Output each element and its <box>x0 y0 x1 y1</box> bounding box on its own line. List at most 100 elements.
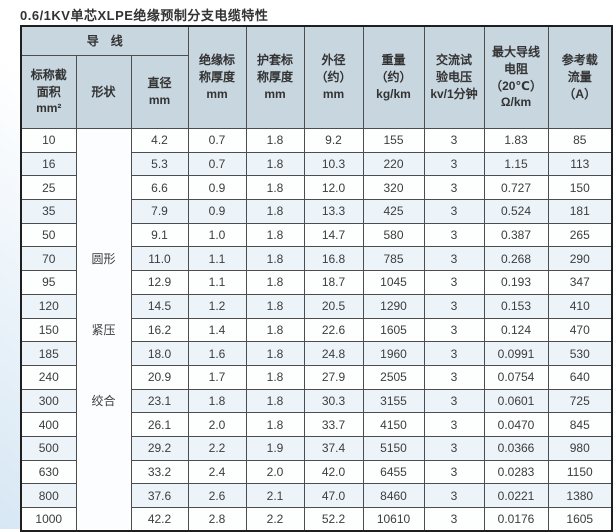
cell-max-resistance: 0.0221 <box>483 483 549 508</box>
cell-insulation-thickness: 1.6 <box>187 341 247 366</box>
cell-test-voltage: 3 <box>423 175 485 201</box>
cell-insulation-thickness: 2.8 <box>187 507 247 532</box>
cell-test-voltage: 3 <box>423 341 485 366</box>
table-row: 400 26.1 2.0 1.8 33.7 4150 3 0.0470 845 <box>20 412 613 437</box>
cell-insulation-thickness: 0.9 <box>187 175 247 201</box>
cell-ampacity: 1150 <box>547 459 613 485</box>
table-row: 150 16.2 1.4 1.8 22.6 1605 3 0.124 470 <box>20 317 613 343</box>
column-group-conductor: 导 线 <box>20 25 189 56</box>
header-group-row: 导 线 绝缘标 称厚度 mm 护套标 称厚度 mm 外径 （约） mm 重量 （… <box>20 25 613 129</box>
cell-outer-diameter: 18.7 <box>303 270 364 295</box>
cell-cross-section: 70 <box>20 246 77 272</box>
cell-cross-section: 300 <box>20 388 77 414</box>
cell-cross-section: 630 <box>20 459 77 485</box>
cell-max-resistance: 0.193 <box>483 270 549 295</box>
cell-outer-diameter: 10.3 <box>303 151 364 177</box>
cell-max-resistance: 0.0601 <box>483 388 549 414</box>
cell-diameter: 9.1 <box>130 222 189 248</box>
cell-weight: 220 <box>362 151 425 177</box>
cell-ampacity: 181 <box>547 199 613 224</box>
cell-test-voltage: 3 <box>423 199 485 224</box>
table-row: 800 37.6 2.6 2.1 47.0 8460 3 0.0221 1380 <box>20 483 613 508</box>
cell-cross-section: 1000 <box>20 507 77 532</box>
cell-insulation-thickness: 2.4 <box>187 459 247 485</box>
cell-weight: 2505 <box>362 364 425 390</box>
col-header-diameter: 直径 mm <box>130 55 189 129</box>
cell-max-resistance: 0.0176 <box>483 507 549 532</box>
cell-max-resistance: 0.268 <box>483 246 549 272</box>
cell-outer-diameter: 22.6 <box>303 317 364 343</box>
cell-cross-section: 185 <box>20 341 77 366</box>
cell-weight: 1960 <box>362 341 425 366</box>
cell-cross-section: 800 <box>20 483 77 508</box>
cell-insulation-thickness: 2.6 <box>187 483 247 508</box>
cell-weight: 320 <box>362 175 425 201</box>
table-row: 70 11.0 1.1 1.8 16.8 785 3 0.268 290 <box>20 246 613 272</box>
cell-outer-diameter: 20.5 <box>303 293 364 319</box>
cell-test-voltage: 3 <box>423 151 485 177</box>
cell-weight: 10610 <box>362 507 425 532</box>
cell-ampacity: 640 <box>547 364 613 390</box>
table-header: 导 线 绝缘标 称厚度 mm 护套标 称厚度 mm 外径 （约） mm 重量 （… <box>20 25 613 129</box>
cell-ampacity: 150 <box>547 175 613 201</box>
header-sub-row: 标称截 面积 mm² 形状 直径 mm <box>20 55 612 129</box>
cell-outer-diameter: 30.3 <box>303 388 364 414</box>
cell-outer-diameter: 24.8 <box>303 341 364 366</box>
cell-ampacity: 530 <box>547 341 613 366</box>
cell-cross-section: 120 <box>20 293 77 319</box>
cell-diameter: 11.0 <box>130 246 189 272</box>
cell-max-resistance: 0.153 <box>483 293 549 319</box>
cell-ampacity: 1380 <box>547 483 613 508</box>
cell-test-voltage: 3 <box>423 388 485 414</box>
cell-cross-section: 95 <box>20 270 77 295</box>
cell-outer-diameter: 12.0 <box>303 175 364 201</box>
col-header-outer-diameter: 外径 （约） mm <box>303 25 364 129</box>
cell-weight: 1045 <box>362 270 425 295</box>
cell-ampacity: 1605 <box>547 507 613 532</box>
col-header-weight: 重量 （约） kg/km <box>362 25 425 129</box>
table-row: 25 6.6 0.9 1.8 12.0 320 3 0.727 150 <box>20 175 613 201</box>
cell-weight: 580 <box>362 222 425 248</box>
cell-outer-diameter: 37.4 <box>303 435 364 461</box>
cell-sheath-thickness: 1.8 <box>245 412 305 437</box>
cell-sheath-thickness: 1.8 <box>245 128 305 153</box>
cell-test-voltage: 3 <box>423 459 485 485</box>
cell-max-resistance: 0.0754 <box>483 364 549 390</box>
cell-test-voltage: 3 <box>423 412 485 437</box>
cell-diameter: 4.2 <box>130 128 189 153</box>
col-header-test-voltage: 交流试 验电压 kv/1分钟 <box>423 25 485 129</box>
cell-test-voltage: 3 <box>423 435 485 461</box>
cell-max-resistance: 1.15 <box>483 151 549 177</box>
shape-label: 紧压 <box>91 322 116 337</box>
cell-ampacity: 290 <box>547 246 613 272</box>
cell-sheath-thickness: 1.9 <box>245 435 305 461</box>
col-header-shape: 形状 <box>75 55 132 129</box>
table-row: 630 33.2 2.4 2.0 42.0 6455 3 0.0283 1150 <box>20 459 613 485</box>
cell-outer-diameter: 13.3 <box>303 199 364 224</box>
table-body: 10 圆形 紧压 绞合 4.2 0.7 1.8 9.2 155 3 1.83 85 16 5.3 0.7 1.… <box>20 128 613 532</box>
cell-weight: 6455 <box>362 459 425 485</box>
cell-outer-diameter: 33.7 <box>303 412 364 437</box>
cell-outer-diameter: 14.7 <box>303 222 364 248</box>
cell-cross-section: 10 <box>20 128 77 153</box>
cell-test-voltage: 3 <box>423 507 485 532</box>
cell-cross-section: 16 <box>20 151 77 177</box>
cell-weight: 155 <box>362 128 425 153</box>
cell-sheath-thickness: 1.8 <box>245 151 305 177</box>
cell-insulation-thickness: 1.0 <box>187 222 247 248</box>
cell-diameter: 6.6 <box>130 175 189 201</box>
cell-insulation-thickness: 1.8 <box>187 388 247 414</box>
col-header-insulation-thickness: 绝缘标 称厚度 mm <box>187 25 247 129</box>
cell-ampacity: 845 <box>547 412 613 437</box>
cell-sheath-thickness: 2.1 <box>245 483 305 508</box>
col-header-cross-section: 标称截 面积 mm² <box>20 55 77 129</box>
cell-cross-section: 400 <box>20 412 77 437</box>
cell-diameter: 26.1 <box>130 412 189 437</box>
cell-max-resistance: 0.124 <box>483 317 549 343</box>
cell-test-voltage: 3 <box>423 222 485 248</box>
shape-label: 绞合 <box>91 393 116 408</box>
cell-max-resistance: 0.524 <box>483 199 549 224</box>
cell-sheath-thickness: 1.8 <box>245 175 305 201</box>
cell-sheath-thickness: 1.8 <box>245 364 305 390</box>
cell-insulation-thickness: 1.1 <box>187 246 247 272</box>
